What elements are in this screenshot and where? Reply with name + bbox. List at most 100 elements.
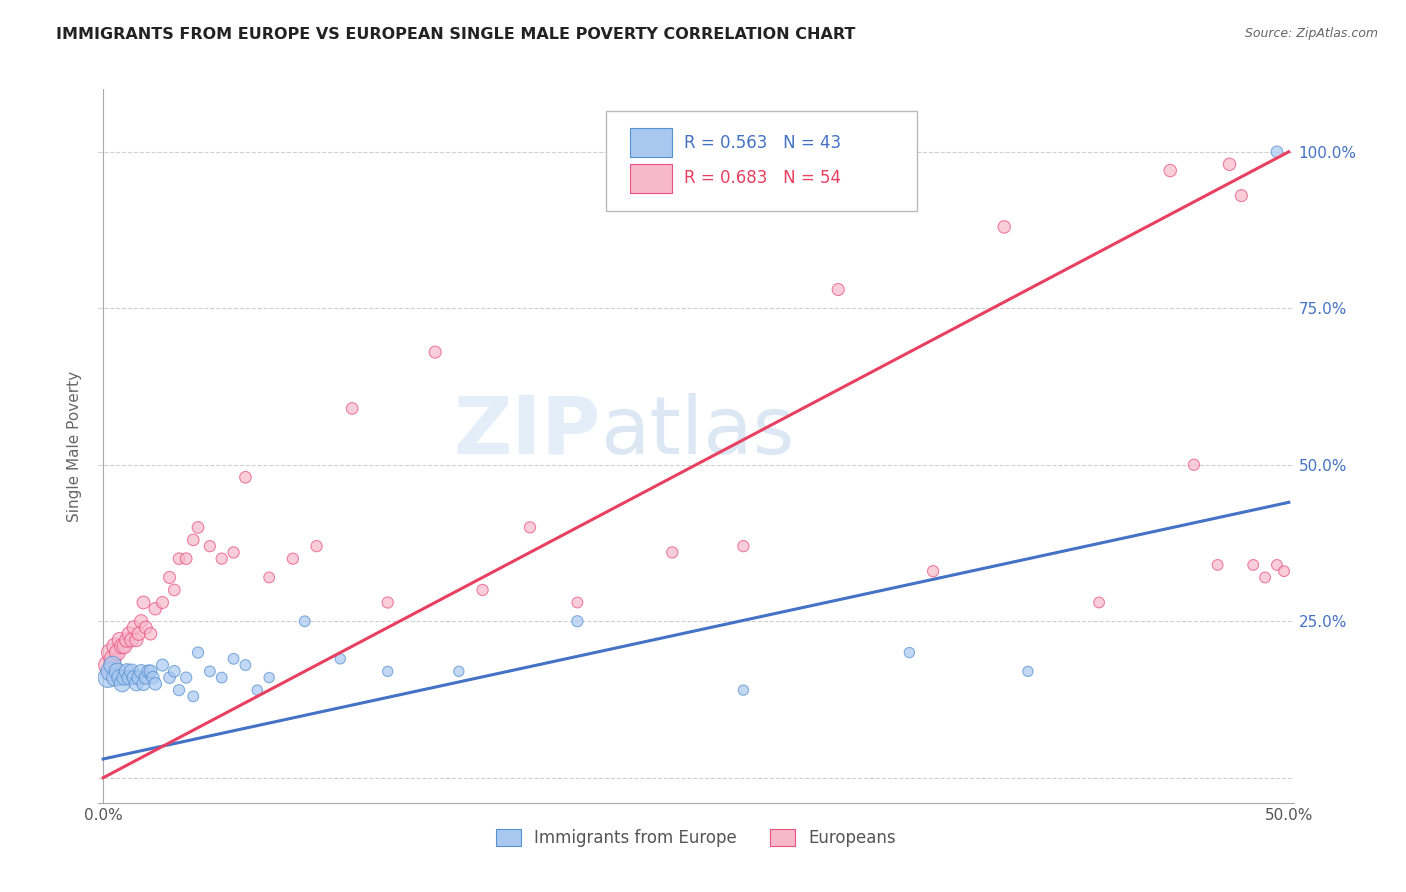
- Point: [187, 646, 209, 660]
- Point: [898, 646, 921, 660]
- Point: [122, 621, 145, 635]
- Point: [1272, 564, 1295, 578]
- Point: [1159, 163, 1181, 178]
- Point: [114, 671, 136, 685]
- Y-axis label: Single Male Poverty: Single Male Poverty: [67, 370, 83, 522]
- Point: [340, 401, 363, 416]
- Point: [159, 671, 181, 685]
- Point: [111, 640, 134, 654]
- Point: [152, 658, 174, 673]
- Bar: [630, 128, 672, 157]
- Point: [1218, 157, 1240, 171]
- Text: IMMIGRANTS FROM EUROPE VS EUROPEAN SINGLE MALE POVERTY CORRELATION CHART: IMMIGRANTS FROM EUROPE VS EUROPEAN SINGL…: [56, 27, 856, 42]
- Point: [377, 665, 399, 679]
- Point: [222, 545, 245, 559]
- Point: [733, 683, 755, 698]
- Point: [377, 595, 399, 609]
- Point: [733, 539, 755, 553]
- Point: [257, 671, 280, 685]
- Point: [98, 665, 121, 679]
- Point: [125, 677, 148, 691]
- Point: [922, 564, 945, 578]
- Point: [567, 614, 589, 628]
- Point: [163, 582, 186, 597]
- Point: [294, 614, 316, 628]
- Point: [142, 671, 165, 685]
- Point: [97, 671, 120, 685]
- Point: [1254, 570, 1277, 584]
- Point: [471, 582, 494, 597]
- Bar: [630, 164, 672, 193]
- Point: [159, 570, 181, 584]
- Point: [329, 652, 352, 666]
- Point: [125, 633, 148, 648]
- Point: [567, 595, 589, 609]
- Point: [121, 665, 143, 679]
- Point: [132, 595, 155, 609]
- Point: [114, 640, 136, 654]
- Point: [246, 683, 269, 698]
- Point: [235, 658, 257, 673]
- Point: [1241, 558, 1264, 572]
- Point: [281, 551, 304, 566]
- Point: [101, 658, 124, 673]
- Point: [1265, 145, 1288, 159]
- Point: [139, 627, 162, 641]
- Point: [105, 665, 128, 679]
- Text: R = 0.563   N = 43: R = 0.563 N = 43: [685, 134, 841, 152]
- Point: [211, 671, 233, 685]
- Point: [143, 601, 166, 615]
- Point: [128, 627, 150, 641]
- FancyBboxPatch shape: [606, 111, 917, 211]
- Point: [211, 551, 233, 566]
- Point: [97, 658, 120, 673]
- Point: [1017, 665, 1039, 679]
- Point: [174, 671, 197, 685]
- Point: [661, 545, 683, 559]
- Point: [104, 640, 127, 654]
- Point: [174, 551, 197, 566]
- Point: [139, 665, 162, 679]
- Point: [135, 671, 157, 685]
- Point: [163, 665, 186, 679]
- Text: R = 0.683   N = 54: R = 0.683 N = 54: [685, 169, 841, 187]
- Point: [143, 677, 166, 691]
- Point: [447, 665, 470, 679]
- Point: [132, 677, 155, 691]
- Point: [1206, 558, 1229, 572]
- Point: [118, 671, 141, 685]
- Point: [993, 219, 1015, 234]
- Text: ZIP: ZIP: [453, 392, 600, 471]
- Point: [104, 671, 127, 685]
- Point: [257, 570, 280, 584]
- Point: [167, 551, 190, 566]
- Point: [136, 665, 159, 679]
- Point: [115, 633, 138, 648]
- Point: [235, 470, 257, 484]
- Point: [111, 677, 134, 691]
- Point: [198, 539, 221, 553]
- Point: [122, 671, 145, 685]
- Point: [305, 539, 328, 553]
- Point: [129, 614, 152, 628]
- Point: [101, 652, 124, 666]
- Point: [1230, 188, 1253, 202]
- Point: [181, 690, 204, 704]
- Point: [187, 520, 209, 534]
- Point: [121, 633, 143, 648]
- Point: [115, 665, 138, 679]
- Point: [108, 671, 131, 685]
- Point: [108, 633, 131, 648]
- Point: [198, 665, 221, 679]
- Text: atlas: atlas: [600, 392, 794, 471]
- Point: [128, 671, 150, 685]
- Point: [135, 621, 157, 635]
- Point: [519, 520, 541, 534]
- Point: [105, 646, 128, 660]
- Text: Source: ZipAtlas.com: Source: ZipAtlas.com: [1244, 27, 1378, 40]
- Point: [423, 345, 446, 359]
- Legend: Immigrants from Europe, Europeans: Immigrants from Europe, Europeans: [488, 821, 904, 855]
- Point: [1088, 595, 1111, 609]
- Point: [827, 283, 849, 297]
- Point: [129, 665, 152, 679]
